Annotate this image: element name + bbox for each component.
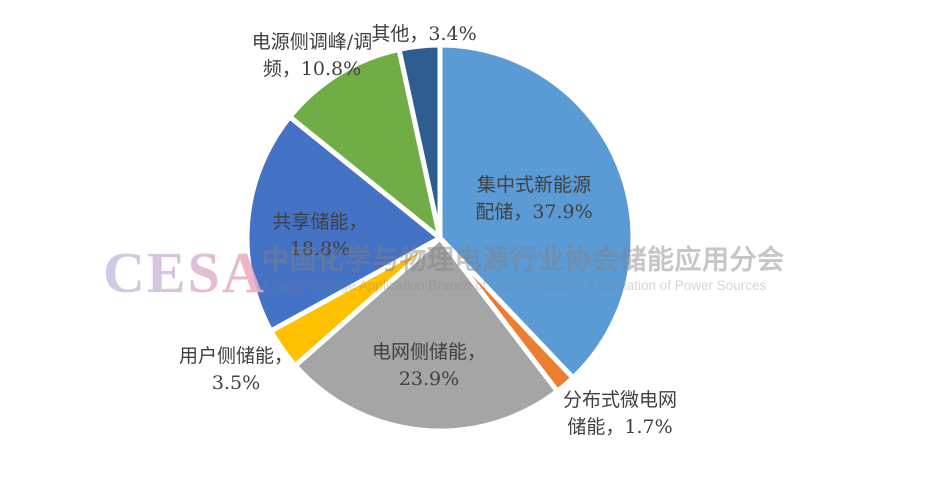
slice-label-power-side-regulation: 电源侧调峰/调频，10.8% bbox=[252, 31, 372, 80]
pie-slice-centralized-renewable[interactable] bbox=[437, 42, 636, 381]
pie-slice-other[interactable] bbox=[396, 42, 443, 241]
slice-label-shared-storage: 共享储能， 18.8% bbox=[272, 211, 367, 260]
slice-label-centralized-renewable: 集中式新能源配储，37.9% bbox=[475, 174, 592, 223]
slice-label-user-side: 用户侧储能， 3.5% bbox=[179, 345, 293, 394]
slice-label-distributed-microgrid: 分布式微电网储能，1.7% bbox=[563, 389, 677, 438]
slice-label-grid-side: 电网侧储能， 23.9% bbox=[372, 341, 486, 390]
pie-slice-grid-side[interactable] bbox=[292, 235, 560, 434]
pie-slice-power-side-regulation[interactable] bbox=[287, 46, 443, 241]
pie-slice-shared-storage[interactable] bbox=[244, 114, 443, 334]
slice-label-other: 其他，3.4% bbox=[371, 23, 476, 45]
